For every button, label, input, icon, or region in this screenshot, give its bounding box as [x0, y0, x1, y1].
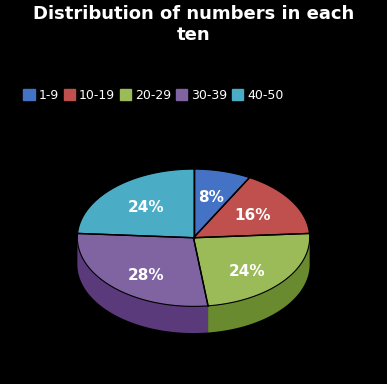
Polygon shape	[77, 233, 208, 306]
Polygon shape	[208, 238, 310, 333]
Polygon shape	[194, 178, 309, 238]
Text: 16%: 16%	[234, 208, 271, 223]
Text: 28%: 28%	[127, 268, 164, 283]
Text: 8%: 8%	[198, 190, 224, 205]
Polygon shape	[78, 169, 194, 238]
Polygon shape	[194, 233, 310, 306]
Text: 24%: 24%	[229, 265, 265, 280]
Polygon shape	[194, 169, 250, 238]
Text: Distribution of numbers in each
ten: Distribution of numbers in each ten	[33, 5, 354, 44]
Text: 24%: 24%	[127, 200, 164, 215]
Legend: 1-9, 10-19, 20-29, 30-39, 40-50: 1-9, 10-19, 20-29, 30-39, 40-50	[18, 84, 288, 107]
Polygon shape	[77, 238, 208, 333]
